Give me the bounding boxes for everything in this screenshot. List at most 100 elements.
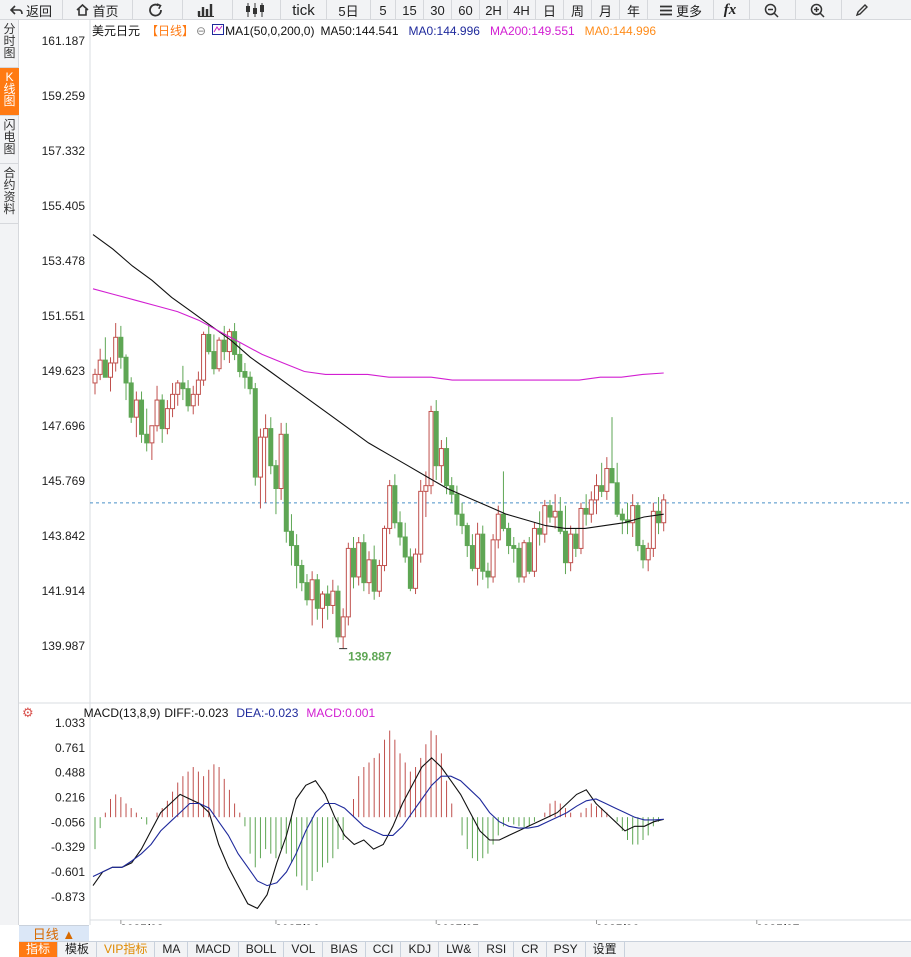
tab-cr[interactable]: CR	[514, 942, 547, 957]
price-tick-label: 157.332	[42, 144, 86, 158]
back-arrow-icon	[9, 4, 23, 16]
candlestick-icon	[245, 3, 265, 17]
candle-body	[288, 530, 294, 547]
period-2h-button[interactable]: 2H	[480, 0, 508, 20]
period-selector[interactable]: 日线 ▲	[19, 925, 89, 942]
tab-boll[interactable]: BOLL	[239, 942, 285, 957]
period-15-button[interactable]: 15	[396, 0, 424, 20]
dea-line	[92, 775, 664, 887]
formula-button[interactable]: fx	[714, 0, 750, 20]
candle-body	[278, 433, 284, 490]
candle-body	[444, 448, 450, 487]
candle-body	[557, 510, 563, 532]
zoom-out-button[interactable]	[750, 0, 796, 20]
tab-cci[interactable]: CCI	[366, 942, 402, 957]
candle-body	[366, 559, 372, 584]
settings-icon[interactable]: ⊖	[196, 23, 207, 38]
candle-body	[330, 590, 336, 606]
tick-label: tick	[292, 1, 315, 19]
tab-kdj[interactable]: KDJ	[401, 942, 440, 957]
indicator-settings-icon[interactable]	[212, 23, 225, 38]
candle-body	[661, 499, 667, 524]
candle-body	[226, 331, 232, 353]
home-button[interactable]: 首页	[63, 0, 133, 20]
period-60-button[interactable]: 60	[452, 0, 480, 20]
indicator-tabs: 指标 模板 VIP指标 MA MACD BOLL VOL BIAS CCI KD…	[19, 941, 911, 957]
candle-body	[335, 590, 341, 638]
tab-ma[interactable]: MA	[155, 942, 189, 957]
tab-template[interactable]: 模板	[58, 942, 98, 957]
zoom-in-icon	[810, 3, 825, 18]
price-tick-label: 139.987	[42, 639, 86, 653]
macd-settings-icon[interactable]: ⚙	[22, 705, 34, 720]
tick-button[interactable]: tick	[281, 0, 327, 20]
tab-rsi[interactable]: RSI	[479, 942, 515, 957]
period-label: 60	[458, 2, 473, 18]
tab-timeshare[interactable]: 分时图	[0, 20, 19, 68]
price-tick-label: 155.405	[42, 199, 86, 213]
candle-body	[599, 485, 605, 492]
refresh-button[interactable]	[133, 0, 183, 20]
tab-vip-indicators[interactable]: VIP指标	[97, 942, 156, 957]
period-year-button[interactable]: 年	[620, 0, 648, 20]
candle-body	[304, 582, 310, 601]
candle-style-button[interactable]	[233, 0, 281, 20]
period-day-button[interactable]: 日	[536, 0, 564, 20]
macd-tick-label: 0.216	[55, 790, 85, 804]
candle-body	[392, 485, 398, 524]
macd-tick-label: 0.761	[55, 741, 85, 755]
macd-tick-label: -0.056	[51, 815, 85, 829]
tab-bias[interactable]: BIAS	[323, 942, 366, 957]
candle-body	[588, 499, 594, 515]
tab-indicators[interactable]: 指标	[19, 942, 59, 957]
candle-body	[102, 359, 108, 378]
period-30-button[interactable]: 30	[424, 0, 452, 20]
period-week-button[interactable]: 周	[564, 0, 592, 20]
tab-settings[interactable]: 设置	[586, 942, 625, 957]
candle-body	[490, 539, 496, 578]
candle-body	[263, 428, 269, 438]
tab-flash[interactable]: 闪电图	[0, 116, 19, 164]
tab-psy[interactable]: PSY	[547, 942, 586, 957]
draw-button[interactable]	[842, 0, 885, 20]
candle-body	[500, 513, 506, 529]
more-button[interactable]: 更多	[648, 0, 714, 20]
price-tick-label: 147.696	[42, 419, 86, 433]
period-month-button[interactable]: 月	[592, 0, 620, 20]
more-label: 更多	[675, 3, 702, 19]
chart-canvas[interactable]: 161.187 159.259 157.332 155.405 153.478 151.5…	[19, 20, 911, 925]
price-tick-label: 145.769	[42, 474, 86, 488]
candle-body	[211, 351, 217, 370]
tab-contract-info[interactable]: 合约资料	[0, 164, 19, 224]
back-button[interactable]: 返回	[0, 0, 63, 20]
candle-body	[573, 533, 579, 549]
chart-area[interactable]: 161.187 159.259 157.332 155.405 153.478 151.5…	[19, 20, 911, 925]
candle-body	[345, 547, 351, 618]
kline-type-button[interactable]	[183, 0, 233, 20]
period-label: 5	[379, 2, 387, 18]
price-tick-label: 161.187	[42, 34, 86, 48]
candle-body	[428, 410, 434, 487]
candle-body	[423, 485, 429, 492]
candle-body	[568, 533, 574, 564]
candle-body	[221, 339, 227, 353]
macd-dea: DEA:-0.023	[236, 706, 299, 720]
candle-body	[413, 553, 419, 589]
candle-body	[531, 527, 537, 572]
candle-body	[273, 465, 279, 490]
tab-lw[interactable]: LW&	[439, 942, 480, 957]
period-tag: 【日线】	[146, 24, 195, 38]
five-day-button[interactable]: 5日	[327, 0, 371, 20]
tab-macd[interactable]: MACD	[188, 942, 239, 957]
menu-icon	[659, 5, 673, 16]
tab-kline[interactable]: K线图	[0, 68, 19, 116]
candle-body	[361, 542, 367, 584]
period-4h-button[interactable]: 4H	[508, 0, 536, 20]
candle-body	[454, 493, 460, 515]
candle-body	[521, 542, 527, 578]
low-price-annotation: 139.887	[348, 650, 392, 664]
period-5-button[interactable]: 5	[371, 0, 396, 20]
tab-vol[interactable]: VOL	[284, 942, 324, 957]
macd-info-bar: ⚙ MACD(13,8,9) DIFF:-0.023 DEA:-0.023 MA…	[22, 705, 381, 721]
zoom-in-button[interactable]	[796, 0, 842, 20]
